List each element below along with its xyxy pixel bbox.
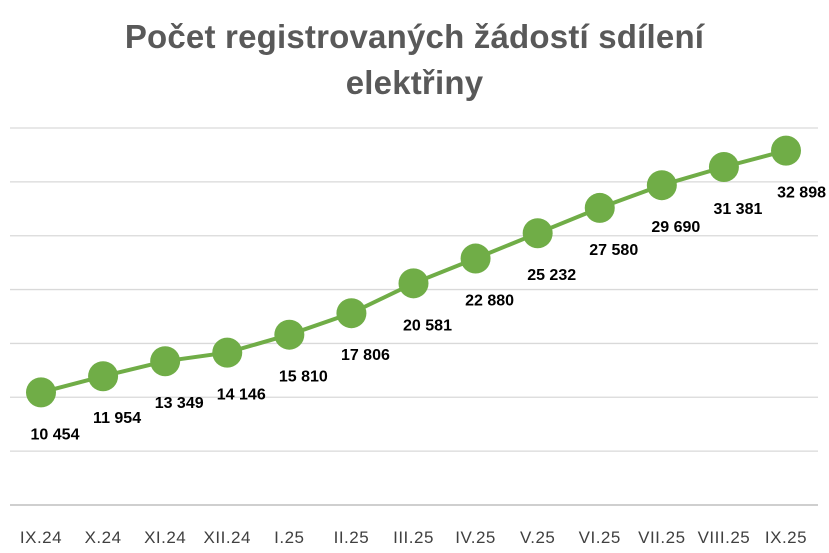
- data-label: 32 898: [777, 185, 826, 202]
- data-label: 22 880: [465, 293, 514, 310]
- x-tick-label: VI.25: [579, 528, 621, 547]
- data-label: 31 381: [713, 201, 762, 218]
- data-labels: 10 454 11 954 13 349 14 146 15 810 17 806 20 5…: [31, 185, 827, 444]
- chart-title-line-1: Počet registrovaných žádostí sdílení: [124, 18, 705, 55]
- x-axis-tick-labels: IX.24 X.24 XI.24 XII.24 I.25 II.25 III.25 IV.25…: [20, 528, 807, 547]
- x-tick-label: I.25: [274, 528, 304, 547]
- chart-title: Počet registrovaných žádostí sdílení ele…: [0, 14, 829, 106]
- data-label: 14 146: [217, 387, 266, 404]
- data-label: 17 806: [341, 347, 390, 364]
- x-tick-label: IX.25: [765, 528, 807, 547]
- data-point: [708, 151, 739, 182]
- data-point: [584, 192, 615, 223]
- data-label: 15 810: [279, 369, 328, 386]
- x-tick-label: III.25: [393, 528, 434, 547]
- data-label: 13 349: [155, 395, 204, 412]
- chart-title-line-2: elektřiny: [345, 64, 484, 101]
- x-tick-label: XII.24: [204, 528, 251, 547]
- x-tick-label: II.25: [334, 528, 370, 547]
- data-point: [212, 337, 243, 368]
- data-label: 11 954: [93, 410, 141, 427]
- x-tick-label: X.24: [85, 528, 122, 547]
- x-tick-label: IX.24: [20, 528, 62, 547]
- x-tick-label: V.25: [520, 528, 555, 547]
- data-point: [26, 377, 56, 408]
- data-point: [398, 268, 429, 299]
- data-label: 25 232: [527, 267, 576, 284]
- x-tick-label: IV.25: [455, 528, 496, 547]
- data-label: 27 580: [589, 242, 638, 259]
- data-point: [88, 361, 119, 392]
- data-point: [646, 170, 677, 201]
- data-label: 20 581: [403, 317, 452, 334]
- gridlines: [10, 127, 818, 506]
- x-tick-label: VIII.25: [698, 528, 751, 547]
- x-tick-label: XI.24: [144, 528, 186, 547]
- data-label: 10 454: [31, 426, 80, 443]
- data-point: [336, 298, 367, 329]
- data-point: [460, 243, 491, 274]
- data-point: [771, 135, 801, 166]
- data-point: [522, 218, 553, 249]
- data-label: 29 690: [651, 219, 700, 236]
- series-group: [26, 135, 801, 408]
- x-tick-label: VII.25: [638, 528, 685, 547]
- data-point: [274, 319, 305, 350]
- data-point: [150, 346, 181, 377]
